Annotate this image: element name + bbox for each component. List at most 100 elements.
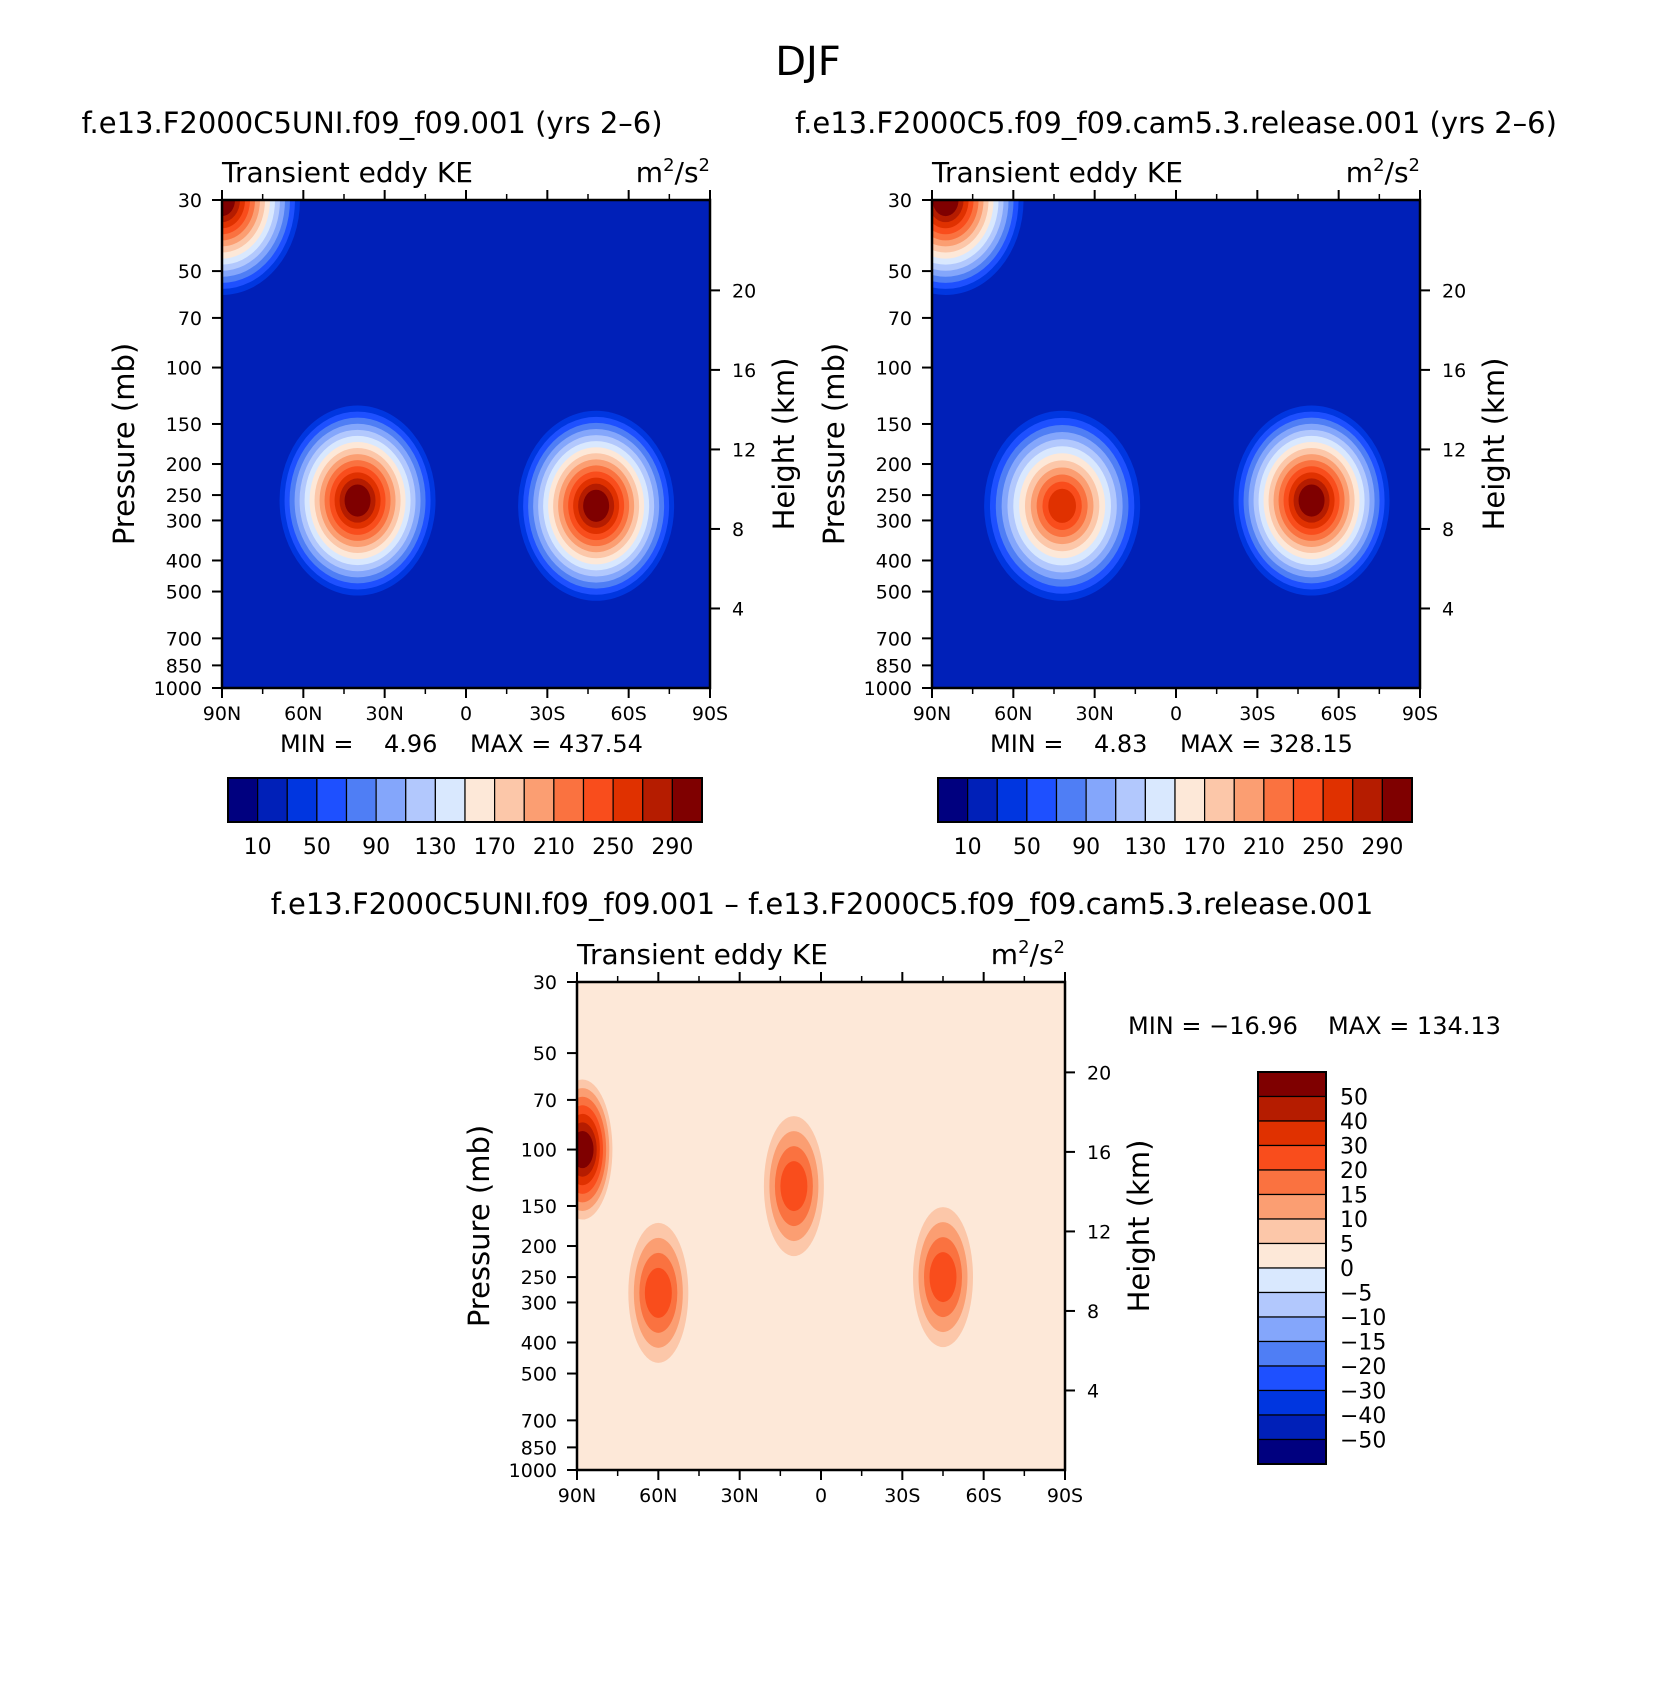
y-tick-label: 30 bbox=[533, 972, 557, 994]
y-axis-title: Pressure (mb) bbox=[817, 343, 851, 545]
colorbar-box bbox=[1322, 777, 1354, 823]
colorbar-frame bbox=[937, 777, 1413, 823]
colorbar-label: −5 bbox=[1340, 1282, 1372, 1307]
colorbar-box bbox=[1257, 1291, 1327, 1318]
colorbar-label: 130 bbox=[1124, 835, 1166, 860]
min-label: MIN = 4.83 bbox=[990, 730, 1147, 758]
y-tick-label: 50 bbox=[533, 1043, 557, 1065]
height-tick-label: 4 bbox=[1442, 598, 1454, 620]
colorbar-label: 210 bbox=[533, 835, 575, 860]
y-tick-label: 400 bbox=[876, 550, 912, 572]
y-tick-label: 100 bbox=[521, 1140, 557, 1162]
contour-0-6 bbox=[577, 1130, 594, 1169]
colorbar-box bbox=[1257, 1340, 1327, 1367]
colorbar-box bbox=[434, 777, 466, 823]
x-tick-label: 90N bbox=[558, 1485, 596, 1507]
y-tick-label: 850 bbox=[166, 655, 202, 677]
colorbar-box bbox=[1257, 1242, 1327, 1269]
min-label: MIN = 4.96 bbox=[280, 730, 437, 758]
x-tick-label: 30S bbox=[529, 703, 565, 725]
max-label: MAX = 437.54 bbox=[470, 730, 643, 758]
contour-0-11 bbox=[1048, 488, 1076, 523]
colorbar-box bbox=[405, 777, 436, 823]
colorbar-label: −10 bbox=[1340, 1306, 1386, 1331]
y-tick-label: 70 bbox=[888, 308, 912, 330]
colorbar-label: 50 bbox=[1013, 835, 1041, 860]
colorbar-box bbox=[1257, 1365, 1327, 1392]
height-tick-label: 12 bbox=[1087, 1221, 1111, 1243]
colorbar-box bbox=[1257, 1144, 1327, 1171]
y-tick-label: 150 bbox=[166, 414, 202, 436]
x-tick-label: 0 bbox=[460, 703, 472, 725]
colorbar-box bbox=[1257, 1218, 1327, 1245]
contour-field bbox=[932, 200, 1420, 688]
colorbar-box bbox=[494, 777, 525, 823]
y-axis-title-right: Height (km) bbox=[767, 358, 801, 531]
y-tick-label: 850 bbox=[876, 655, 912, 677]
colorbar-box bbox=[375, 777, 407, 823]
colorbar-label: 250 bbox=[1302, 835, 1344, 860]
colorbar-label: −20 bbox=[1340, 1355, 1386, 1380]
y-tick-label: 850 bbox=[521, 1437, 557, 1459]
variable-label: Transient eddy KE bbox=[221, 156, 473, 189]
colorbar-box bbox=[1257, 1193, 1327, 1220]
colorbar-box bbox=[1115, 777, 1146, 823]
x-tick-label: 90S bbox=[692, 703, 728, 725]
min-label: MIN = −16.96 bbox=[1128, 1012, 1298, 1040]
colorbar-box bbox=[345, 777, 377, 823]
units-label: m2/s2 bbox=[1346, 155, 1420, 189]
contour-field bbox=[577, 982, 1065, 1470]
colorbar-label: 90 bbox=[362, 835, 390, 860]
colorbar-box bbox=[1257, 1389, 1327, 1416]
x-tick-label: 30S bbox=[1239, 703, 1275, 725]
height-tick-label: 4 bbox=[732, 598, 744, 620]
x-tick-label: 60S bbox=[966, 1485, 1002, 1507]
y-tick-label: 1000 bbox=[509, 1460, 557, 1482]
x-tick-label: 0 bbox=[815, 1485, 827, 1507]
y-tick-label: 200 bbox=[521, 1236, 557, 1258]
colorbar-label: 90 bbox=[1072, 835, 1100, 860]
colorbar-label: −50 bbox=[1340, 1429, 1386, 1454]
colorbar-box bbox=[227, 777, 259, 823]
colorbar-box bbox=[257, 777, 288, 823]
y-axis-title: Pressure (mb) bbox=[462, 1125, 496, 1327]
colorbar-box bbox=[1257, 1071, 1327, 1098]
y-tick-label: 70 bbox=[533, 1090, 557, 1112]
x-tick-label: 90N bbox=[913, 703, 951, 725]
y-axis-title: Pressure (mb) bbox=[107, 343, 141, 545]
colorbar-box bbox=[1257, 1414, 1327, 1441]
colorbar-box bbox=[1292, 777, 1324, 823]
x-tick-label: 60N bbox=[284, 703, 322, 725]
y-tick-label: 400 bbox=[166, 550, 202, 572]
y-tick-label: 100 bbox=[876, 358, 912, 380]
y-tick-label: 150 bbox=[521, 1196, 557, 1218]
panel-difference: f.e13.F2000C5UNI.f09_f09.001 – f.e13.F20… bbox=[271, 887, 1501, 1507]
colorbar-label: 10 bbox=[244, 835, 272, 860]
x-tick-label: 90N bbox=[203, 703, 241, 725]
y-tick-label: 70 bbox=[178, 308, 202, 330]
y-tick-label: 30 bbox=[888, 190, 912, 212]
colorbar-label: 170 bbox=[1184, 835, 1226, 860]
colorbar-box bbox=[316, 777, 348, 823]
y-tick-label: 250 bbox=[876, 485, 912, 507]
y-axis-title-right: Height (km) bbox=[1477, 358, 1511, 531]
variable-label: Transient eddy KE bbox=[931, 156, 1183, 189]
colorbar-box bbox=[996, 777, 1028, 823]
x-tick-label: 60S bbox=[611, 703, 647, 725]
colorbar-box bbox=[1257, 1120, 1327, 1147]
y-tick-label: 500 bbox=[166, 582, 202, 604]
height-tick-label: 8 bbox=[1087, 1301, 1099, 1323]
contour-field bbox=[222, 200, 710, 688]
max-label: MAX = 134.13 bbox=[1328, 1012, 1501, 1040]
colorbar-box bbox=[582, 777, 614, 823]
colorbar-label: 290 bbox=[1361, 835, 1403, 860]
height-tick-label: 8 bbox=[732, 519, 744, 541]
panel-title: f.e13.F2000C5UNI.f09_f09.001 – f.e13.F20… bbox=[271, 887, 1374, 921]
height-tick-label: 20 bbox=[732, 280, 756, 302]
figure-title: DJF bbox=[775, 39, 841, 85]
x-tick-label: 0 bbox=[1170, 703, 1182, 725]
colorbar-label: 40 bbox=[1340, 1110, 1368, 1135]
y-tick-label: 500 bbox=[521, 1364, 557, 1386]
x-tick-label: 60N bbox=[994, 703, 1032, 725]
y-tick-label: 200 bbox=[166, 454, 202, 476]
